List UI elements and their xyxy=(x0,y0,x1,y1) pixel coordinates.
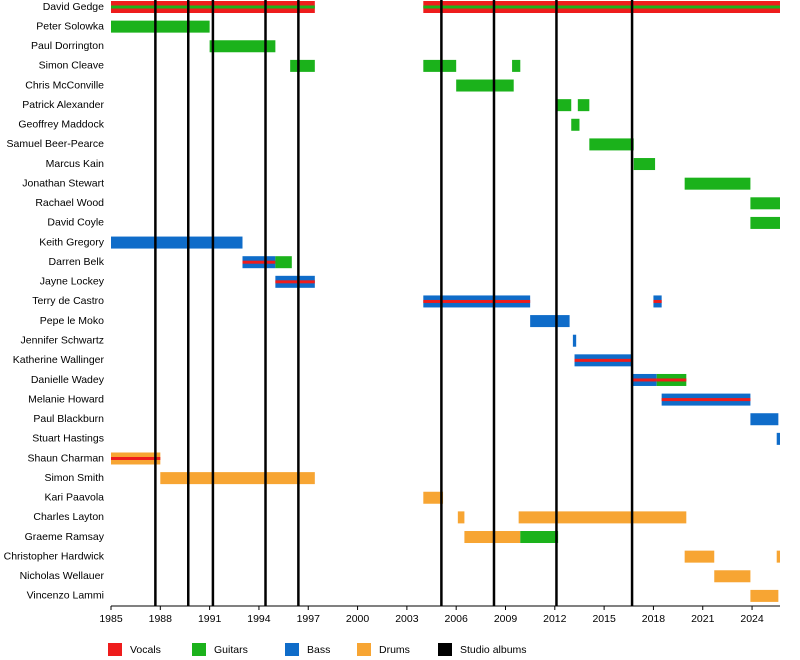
legend-label: Guitars xyxy=(214,644,248,656)
member-name: Paul Blackburn xyxy=(33,413,104,425)
member-name: Kari Paavola xyxy=(44,492,104,504)
role-stripe xyxy=(656,378,687,382)
role-stripe xyxy=(632,378,657,382)
role-bar xyxy=(684,550,715,563)
x-tick-label: 2009 xyxy=(494,613,518,625)
role-bar xyxy=(456,79,514,92)
x-tick-label: 2006 xyxy=(445,613,469,625)
role-bar xyxy=(750,197,780,210)
x-tick-label: 1985 xyxy=(99,613,123,625)
member-name: Melanie Howard xyxy=(28,393,104,405)
role-bar xyxy=(160,472,315,485)
role-bar xyxy=(530,315,570,328)
x-tick-label: 1988 xyxy=(149,613,173,625)
member-name: Paul Dorrington xyxy=(31,40,104,52)
legend-swatch xyxy=(285,643,299,656)
legend-label: Drums xyxy=(379,644,410,656)
member-name: Simon Smith xyxy=(44,472,104,484)
member-name: Vincenzo Lammi xyxy=(27,590,104,602)
member-name: Patrick Alexander xyxy=(22,99,104,111)
member-name: Jennifer Schwartz xyxy=(21,334,104,346)
member-name: Jonathan Stewart xyxy=(22,177,104,189)
x-tick-label: 2021 xyxy=(691,613,715,625)
role-bar xyxy=(750,413,779,426)
role-bar xyxy=(684,177,751,190)
x-tick-label: 2024 xyxy=(740,613,764,625)
role-stripe xyxy=(423,299,531,303)
role-bar xyxy=(750,216,780,229)
member-name: Peter Solowka xyxy=(36,20,104,32)
x-tick-label: 2000 xyxy=(346,613,370,625)
role-bar xyxy=(423,491,444,504)
member-name: Rachael Wood xyxy=(35,197,104,209)
member-name: Samuel Beer-Pearce xyxy=(7,138,105,150)
x-tick-label: 2003 xyxy=(395,613,419,625)
member-name: Nicholas Wellauer xyxy=(20,570,105,582)
member-name: Keith Gregory xyxy=(39,236,105,248)
role-bar xyxy=(776,432,780,445)
role-stripe xyxy=(275,280,315,284)
x-tick-label: 2015 xyxy=(592,613,616,625)
member-name: Chris McConville xyxy=(25,79,104,91)
role-bar xyxy=(275,256,292,269)
role-stripe xyxy=(242,260,276,264)
role-bar xyxy=(512,59,521,72)
role-bar xyxy=(633,158,656,171)
member-name: Katherine Wallinger xyxy=(13,354,105,366)
role-bar xyxy=(457,511,465,524)
role-bar xyxy=(776,550,780,563)
member-name: David Gedge xyxy=(43,1,104,13)
role-bar xyxy=(577,99,590,112)
role-bar xyxy=(464,531,521,544)
member-name: Shaun Charman xyxy=(28,452,105,464)
x-tick-label: 1997 xyxy=(297,613,321,625)
member-name: Danielle Wadey xyxy=(31,374,105,386)
x-tick-label: 2012 xyxy=(543,613,567,625)
role-bar xyxy=(290,59,315,72)
legend-label: Studio albums xyxy=(460,644,527,656)
role-bar xyxy=(571,118,580,131)
role-bar xyxy=(111,20,210,33)
role-stripe xyxy=(111,456,161,460)
role-bar xyxy=(589,138,634,151)
role-stripe xyxy=(661,398,751,402)
member-name: Graeme Ramsay xyxy=(25,531,105,543)
member-name: David Coyle xyxy=(47,217,104,229)
member-name: Christopher Hardwick xyxy=(4,550,105,562)
member-name: Charles Layton xyxy=(33,511,104,523)
role-bar xyxy=(556,99,572,112)
member-name: Darren Belk xyxy=(49,256,105,268)
role-stripe xyxy=(423,5,780,9)
x-tick-label: 1991 xyxy=(198,613,222,625)
legend-label: Bass xyxy=(307,644,330,656)
legend-swatch xyxy=(108,643,122,656)
member-name: Geoffrey Maddock xyxy=(18,119,104,131)
member-name: Simon Cleave xyxy=(39,60,105,72)
legend-label: Vocals xyxy=(130,644,161,656)
member-name: Marcus Kain xyxy=(46,158,105,170)
legend-swatch xyxy=(192,643,206,656)
x-tick-label: 1994 xyxy=(247,613,271,625)
role-stripe xyxy=(653,299,662,303)
member-name: Jayne Lockey xyxy=(40,276,105,288)
role-stripe xyxy=(574,358,633,362)
role-bar xyxy=(209,40,276,53)
member-name: Stuart Hastings xyxy=(32,433,104,445)
role-bar xyxy=(520,531,559,544)
legend-swatch xyxy=(357,643,371,656)
role-bar xyxy=(423,59,457,72)
member-name: Pepe le Moko xyxy=(40,315,104,327)
role-bar xyxy=(572,334,577,347)
x-tick-label: 2018 xyxy=(642,613,666,625)
legend-swatch xyxy=(438,643,452,656)
role-bar xyxy=(714,570,751,583)
role-bar xyxy=(111,236,243,249)
member-name: Terry de Castro xyxy=(32,295,104,307)
role-bar xyxy=(518,511,687,524)
role-bar xyxy=(750,589,779,602)
